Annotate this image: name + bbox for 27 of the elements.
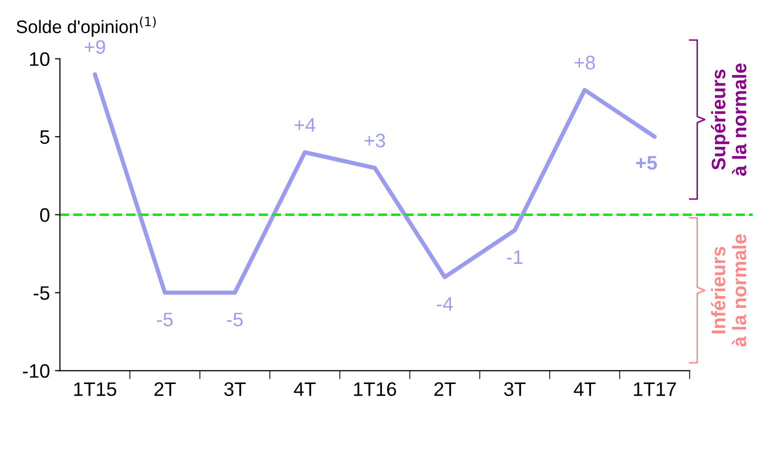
data-label: -5 <box>157 312 173 326</box>
data-label: +4 <box>294 118 316 132</box>
x-tick-label: 1T16 <box>354 382 396 396</box>
data-label: +8 <box>574 56 595 70</box>
x-tick-label: 4T <box>294 382 316 396</box>
y-tick-label: -5 <box>34 286 50 300</box>
y-tick-label: -10 <box>22 364 50 378</box>
data-label: +9 <box>84 40 106 54</box>
y-tick-label: 5 <box>40 130 50 144</box>
x-tick-label: 1T17 <box>634 382 676 396</box>
y-tick-label: 10 <box>30 52 50 66</box>
data-label: +5 <box>636 156 657 170</box>
x-tick-label: 1T15 <box>74 382 116 396</box>
y-tick-label: 0 <box>40 208 50 222</box>
data-label: -1 <box>506 250 522 264</box>
y-axis-title: Solde d'opinion$^{(1)}$ <box>16 16 156 37</box>
data-label: -4 <box>436 297 453 311</box>
x-tick-label: 2T <box>434 382 456 396</box>
x-tick-label: 2T <box>154 382 176 396</box>
x-tick-label: 3T <box>224 382 246 396</box>
data-label: +3 <box>364 134 386 148</box>
annotation: Supérieurs à la normale <box>710 64 746 176</box>
data-label: -5 <box>227 312 243 326</box>
x-tick-label: 3T <box>504 382 526 396</box>
annotation: Inférieurs à la normale <box>710 234 746 347</box>
x-tick-label: 4T <box>574 382 596 396</box>
line-series <box>92 72 657 295</box>
